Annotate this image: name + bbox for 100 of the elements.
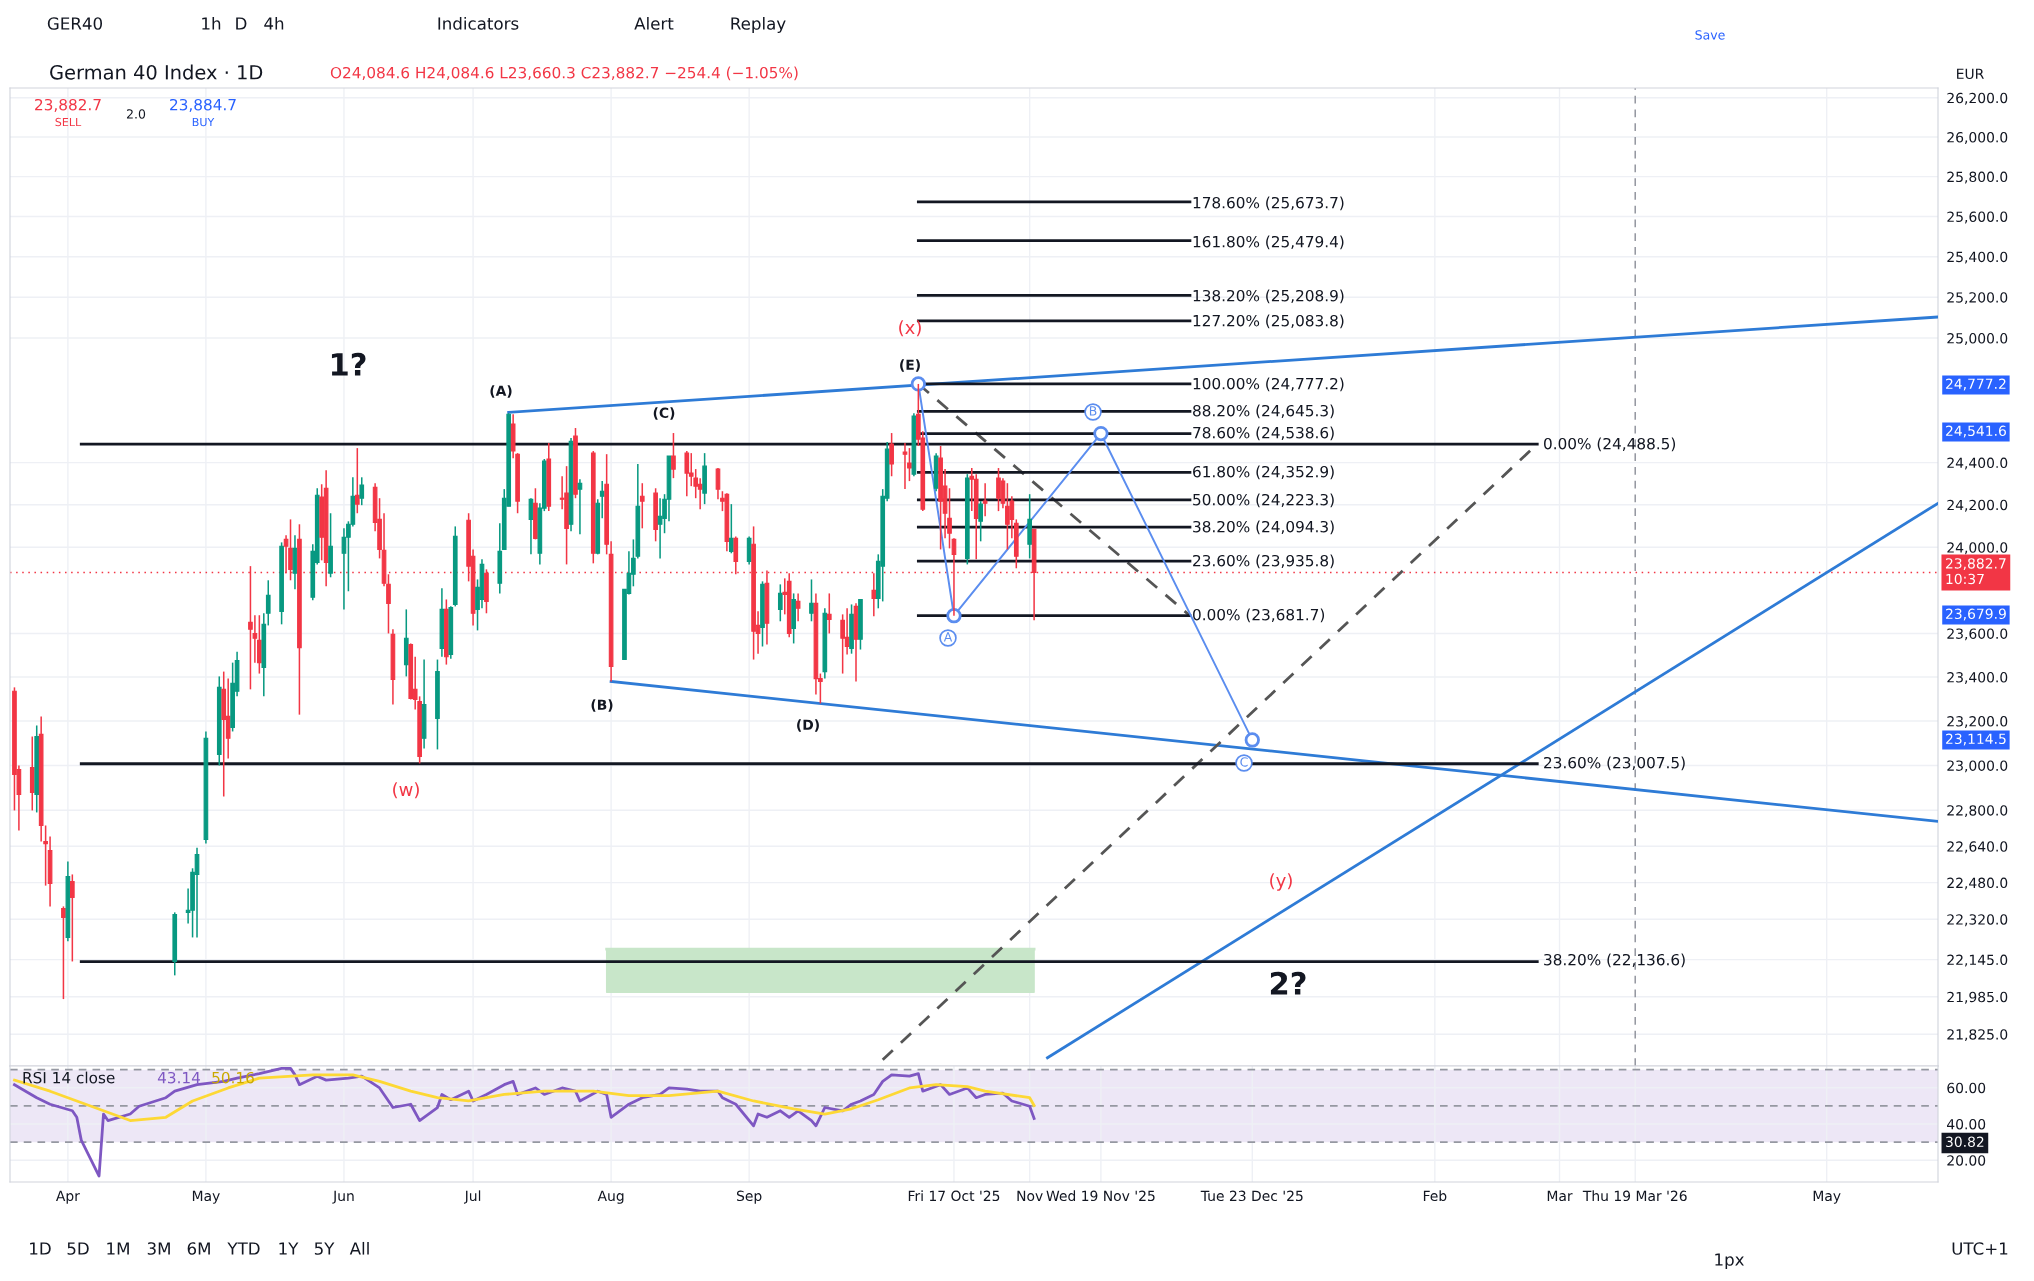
candlestick (871, 572, 877, 618)
text: 24,777.2 (1946, 378, 2006, 391)
annotation: 38.20% (22,136.6) (1544, 953, 1685, 968)
y-tick-label: 24,000.0 (1947, 542, 2008, 555)
point (1093, 425, 1109, 442)
annotation: 0.00% (24,488.5) (1544, 437, 1676, 452)
candlestick (902, 442, 908, 490)
candlestick (70, 873, 75, 963)
text: 30.82 (1946, 1136, 1984, 1148)
y-tick-label: 25,400.0 (1947, 251, 2008, 264)
annotation: (y) (1270, 873, 1292, 891)
y-tick-label: 25,000.0 (1947, 333, 2008, 345)
annotation: A (943, 632, 953, 642)
candlestick (671, 432, 676, 479)
text: 1px (1715, 1253, 1744, 1270)
annotation: (C) (653, 407, 675, 420)
annotation: 23.60% (23,935.8) (1193, 554, 1334, 569)
annotation: BUY (192, 117, 215, 127)
candlestick (795, 592, 801, 623)
x-tick-label: Feb (1423, 1190, 1447, 1202)
text: 4h (264, 16, 284, 30)
annotation: (x) (899, 320, 921, 337)
text: 24,541.6 (1946, 425, 2006, 438)
annotation: 178.60% (25,673.7) (1193, 196, 1344, 211)
x-tick-label: Thu 19 Mar '26 (1582, 1190, 1687, 1202)
y-tick-label: 25,800.0 (1947, 171, 2008, 184)
annotation: 1? (331, 352, 366, 376)
text: YTD (227, 1242, 260, 1255)
ref-line-label: 23,882.7 10:37 (1945, 558, 2006, 585)
y-tick-label: 23,400.0 (1947, 672, 2008, 684)
annotation: 0.00% (23,681.7) (1193, 608, 1325, 623)
y-tick-label: 23,600.0 (1947, 628, 2008, 641)
x-tick-label: Jun (332, 1190, 354, 1204)
annotation: 23,882.7 (35, 98, 101, 112)
text: All (349, 1241, 369, 1255)
annotation: 127.20% (25,083.8) (1193, 314, 1344, 329)
y-tick-label: 22,320.0 (1947, 914, 2008, 927)
x-tick-label: May (192, 1190, 220, 1204)
annotation: 88.20% (24,645.3) (1193, 404, 1334, 419)
text: 23,679.9 (1946, 608, 2006, 621)
y-tick-label: 21,985.0 (1947, 991, 2008, 1004)
candlestick (715, 467, 721, 501)
y-tick-label: 23,200.0 (1947, 716, 2008, 728)
annotation: B (1089, 406, 1097, 416)
candlestick (889, 432, 894, 478)
line-series (13, 1073, 1036, 1122)
y-tick-label: 40.00 (1947, 1118, 1986, 1130)
text: 5D (67, 1242, 89, 1255)
annotation: 100.00% (24,777.2) (1193, 377, 1344, 392)
text: 1Y (279, 1242, 299, 1255)
candlestick (359, 476, 365, 506)
candlestick (639, 482, 645, 530)
y-tick-label: 21,825.0 (1947, 1029, 2008, 1042)
x-tick-label: Aug (597, 1190, 624, 1204)
x-tick-label: Tue 23 Dec '25 (1200, 1190, 1303, 1202)
text: Indicators (438, 16, 519, 30)
y-tick-label: 22,480.0 (1947, 877, 2008, 890)
text: D (236, 17, 247, 30)
candlestick (996, 467, 1001, 512)
text: 1M (107, 1242, 129, 1255)
x-tick-label: Fri 17 Oct '25 (908, 1190, 1000, 1202)
chart-title: German 40 Index · 1D (50, 64, 263, 80)
annotation: 61.80% (24,352.9) (1193, 465, 1334, 480)
annotation: (E) (900, 359, 920, 372)
annotation: SELL (55, 117, 82, 127)
candlestick (1005, 482, 1010, 551)
candlestick (746, 535, 752, 566)
candlestick (657, 497, 663, 560)
text: Replay (731, 16, 786, 34)
x-tick-label: Mar (1547, 1190, 1573, 1202)
chart-subtitle: O24,084.6 H24,084.6 L23,660.3 C23,882.7 −254.4 (−1.05%) (330, 66, 798, 81)
x-tick-label: Sep (736, 1190, 762, 1204)
text: 3M (147, 1242, 170, 1255)
annotation: 23.60% (23,007.5) (1544, 756, 1685, 771)
candlestick (225, 677, 231, 760)
annotation: 2? (1270, 971, 1306, 995)
y-tick-label: 22,640.0 (1947, 841, 2008, 854)
text: Save (1695, 30, 1725, 40)
text: 6M (187, 1242, 210, 1255)
text: GER40 (47, 17, 103, 30)
x-tick-label: Apr (55, 1190, 80, 1204)
y-tick-label: 22,800.0 (1947, 805, 2008, 818)
point (1244, 732, 1260, 748)
annotation: 138.20% (25,208.9) (1193, 289, 1344, 304)
y-tick-label: 24,200.0 (1947, 499, 2008, 512)
x-tick-label: May (1813, 1190, 1841, 1204)
point (910, 376, 926, 392)
text: 5Y (314, 1242, 335, 1255)
x-tick-label: Jul (463, 1190, 481, 1204)
x-tick-label: Wed 19 Nov '25 (1046, 1190, 1155, 1202)
annotation: (D) (797, 719, 819, 732)
annotation: (A) (490, 385, 512, 398)
candlestick (978, 500, 984, 543)
x-tick-label: Nov (1017, 1190, 1043, 1202)
annotation: (B) (591, 699, 613, 712)
y-tick-label: 22,145.0 (1947, 954, 2008, 967)
text: 1D (30, 1242, 51, 1255)
annotation: 43.14 (157, 1071, 201, 1084)
candlestick (684, 450, 690, 498)
y-tick-label: 60.00 (1947, 1082, 1986, 1094)
